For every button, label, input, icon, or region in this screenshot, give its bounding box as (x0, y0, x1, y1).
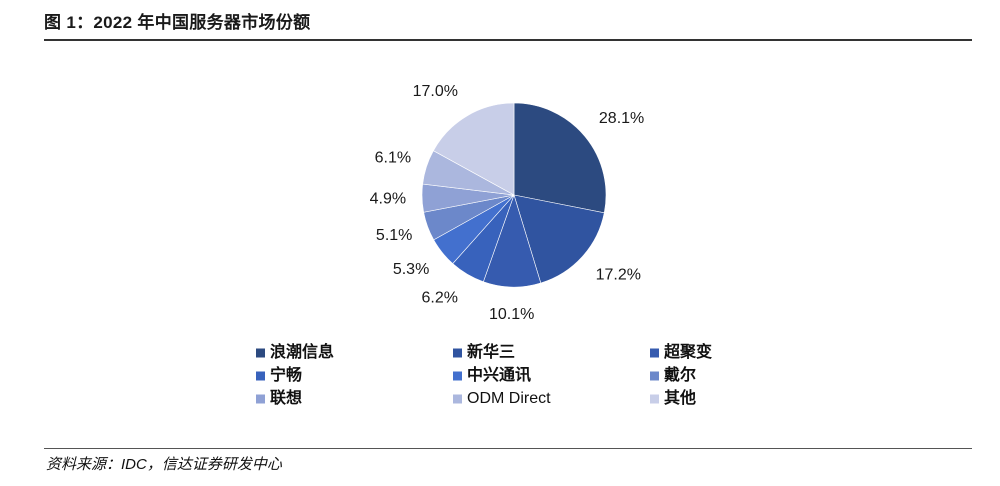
legend-item-4: 宁畅 (256, 365, 302, 384)
pie-slice-1 (513, 102, 607, 214)
legend-swatch-3 (650, 348, 659, 358)
legend-item-3: 超聚变 (650, 342, 712, 361)
pie-data-labels: 28.1% 17.2% 10.1% 6.2% 5.3% 5.1% 4.9% 6.1% 17.0% (370, 83, 645, 323)
pie-data-label-3: 10.1% (489, 306, 534, 323)
pie-data-label-7: 4.9% (370, 190, 406, 207)
pie-data-label-8: 6.1% (375, 150, 411, 167)
pie-data-label-4: 6.2% (422, 290, 458, 307)
legend-swatch-8 (453, 394, 462, 404)
source-divider (44, 448, 972, 449)
pie-slice-2 (513, 194, 605, 284)
legend-label-8: ODM Direct (467, 390, 551, 407)
legend-swatch-4 (256, 371, 265, 381)
legend-item-7: 联想 (256, 388, 302, 407)
legend-label-4: 宁畅 (270, 365, 302, 384)
legend-item-1: 浪潮信息 (256, 342, 334, 361)
legend-label-1: 浪潮信息 (270, 342, 334, 361)
legend-item-2: 新华三 (453, 342, 515, 361)
legend-label-7: 联想 (270, 388, 302, 407)
legend-item-9: 其他 (650, 388, 696, 407)
legend-item-8: ODM Direct (453, 390, 551, 407)
legend-swatch-7 (256, 394, 265, 404)
pie-data-label-6: 5.1% (376, 227, 412, 244)
pie-data-label-2: 17.2% (596, 267, 641, 284)
source-note: 资料来源：IDC，信达证券研发中心 (46, 456, 282, 473)
pie-slice-9 (432, 102, 515, 196)
legend-item-5: 中兴通讯 (453, 365, 531, 384)
chart-title: 图 1：2022 年中国服务器市场份额 (44, 13, 311, 32)
pie-slices (421, 102, 607, 288)
legend-swatch-9 (650, 394, 659, 404)
title-divider (44, 39, 972, 41)
pie-data-label-5: 5.3% (393, 261, 429, 278)
legend-label-2: 新华三 (467, 342, 515, 361)
legend-item-6: 戴尔 (650, 365, 696, 384)
legend-swatch-6 (650, 371, 659, 381)
legend-label-3: 超聚变 (663, 342, 712, 361)
pie-data-label-9: 17.0% (413, 83, 458, 100)
legend-label-6: 戴尔 (664, 365, 696, 384)
legend-label-9: 其他 (664, 388, 696, 407)
legend-label-5: 中兴通讯 (467, 365, 531, 384)
legend-swatch-1 (256, 348, 265, 358)
legend-swatch-2 (453, 348, 462, 358)
pie-data-label-1: 28.1% (599, 110, 644, 127)
legend-swatch-5 (453, 371, 462, 381)
